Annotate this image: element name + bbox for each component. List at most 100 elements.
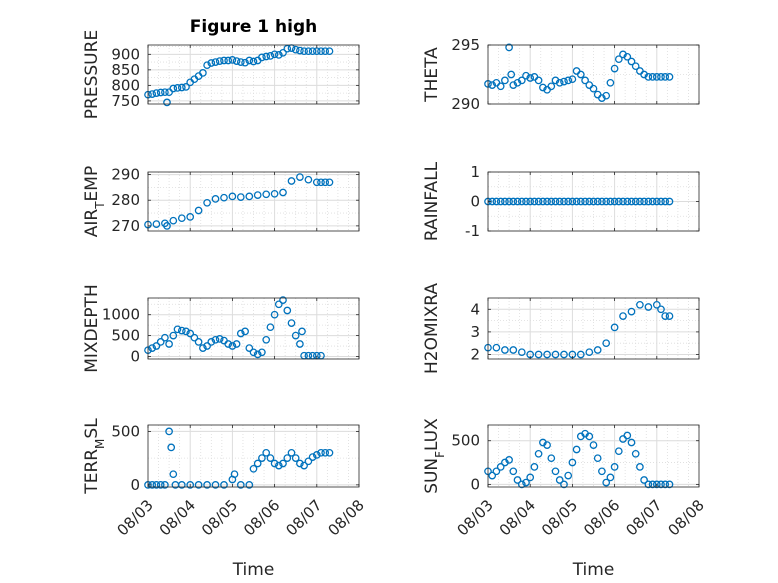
- data-point: [517, 480, 526, 489]
- data-point: [232, 340, 241, 348]
- data-point: [648, 73, 657, 81]
- data-point: [652, 197, 661, 206]
- data-point: [211, 335, 220, 344]
- data-point: [568, 458, 577, 467]
- data-point: [585, 432, 594, 441]
- data-point: [492, 467, 501, 476]
- data-point: [215, 57, 224, 65]
- data-point: [241, 327, 249, 336]
- axis-label: TERRMSL: [82, 418, 107, 495]
- data-point: [505, 197, 513, 206]
- data-point: [167, 443, 176, 452]
- data-point: [581, 76, 589, 85]
- subplot-rainfall: -1 0 1 RAINFALL: [422, 161, 700, 241]
- data-point: [547, 454, 556, 463]
- data-point: [513, 476, 522, 484]
- x-tick-label: 08/04: [156, 496, 199, 539]
- data-point: [245, 481, 254, 489]
- data-point: [279, 296, 287, 304]
- data-point: [312, 178, 321, 187]
- subplot-theta: 290 295 THETA: [422, 36, 700, 113]
- data-point: [249, 57, 258, 66]
- data-point: [194, 481, 203, 489]
- data-point: [148, 90, 157, 98]
- data-point: [640, 197, 648, 206]
- data-point: [220, 193, 228, 202]
- axes-box: [147, 297, 360, 360]
- data-point: [182, 83, 190, 91]
- data-point: [224, 340, 233, 348]
- data-point: [207, 59, 216, 67]
- data-point: [203, 61, 211, 70]
- data-point: [298, 327, 306, 336]
- data-point: [296, 459, 304, 468]
- y-tick-label: 500: [451, 432, 480, 450]
- data-point: [291, 331, 300, 340]
- data-point: [576, 197, 585, 206]
- data-point: [614, 197, 623, 206]
- x-tick-label: 08/07: [282, 496, 325, 539]
- data-point: [270, 50, 279, 59]
- data-point: [572, 445, 581, 454]
- y-tick-label: 0: [130, 476, 140, 494]
- axes-box: [147, 171, 360, 232]
- data-point: [283, 454, 292, 462]
- data-point: [207, 338, 216, 346]
- data-point: [509, 467, 518, 476]
- data-point: [296, 173, 304, 181]
- y-tick-label: 4: [470, 300, 480, 318]
- data-point: [560, 197, 568, 206]
- data-point: [232, 57, 241, 65]
- data-point: [501, 346, 509, 354]
- data-point: [291, 454, 300, 462]
- data-point: [522, 197, 530, 206]
- data-point: [543, 441, 551, 449]
- data-point: [161, 88, 169, 97]
- data-point: [321, 47, 330, 56]
- data-point: [228, 56, 237, 64]
- data-point: [156, 88, 165, 97]
- data-point: [317, 178, 325, 187]
- data-point: [623, 197, 632, 206]
- data-point: [274, 300, 283, 309]
- data-point: [610, 463, 619, 471]
- data-point: [199, 344, 207, 352]
- data-point: [530, 463, 539, 471]
- axes-box: [147, 424, 360, 488]
- data-point: [156, 338, 165, 346]
- data-point: [161, 333, 169, 342]
- data-point: [576, 350, 585, 359]
- y-tick-label: 290: [451, 95, 480, 113]
- data-point: [560, 350, 568, 359]
- data-point: [291, 45, 300, 54]
- data-point: [555, 197, 564, 206]
- data-point: [623, 52, 632, 61]
- data-point: [279, 48, 287, 57]
- data-point: [279, 188, 287, 197]
- data-point: [652, 300, 661, 309]
- data-point: [253, 350, 262, 359]
- data-point: [258, 348, 266, 357]
- data-point: [636, 197, 644, 206]
- data-point: [606, 197, 615, 206]
- data-point: [555, 78, 564, 87]
- data-point: [177, 214, 186, 223]
- data-point: [186, 213, 195, 221]
- data-point: [593, 197, 602, 206]
- data-point: [560, 480, 568, 489]
- data-point: [165, 340, 173, 348]
- data-point: [230, 470, 239, 479]
- data-point: [522, 478, 530, 487]
- data-point: [606, 473, 615, 482]
- data-point: [274, 51, 283, 59]
- data-point: [585, 197, 594, 206]
- data-point: [270, 310, 279, 319]
- data-point: [148, 344, 157, 352]
- subplot-h2omixra: 2 3 4 H2OMIXRA: [422, 283, 700, 374]
- data-point: [652, 480, 661, 489]
- data-point: [526, 473, 535, 482]
- data-point: [644, 303, 653, 311]
